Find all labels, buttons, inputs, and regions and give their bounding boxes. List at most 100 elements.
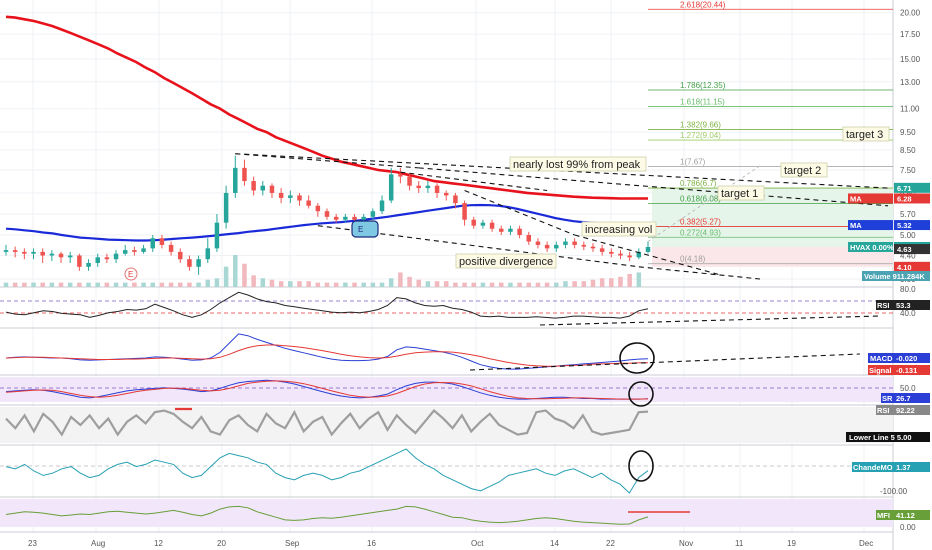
candle-body	[609, 251, 614, 254]
candle-body	[113, 253, 119, 260]
stoch-d-line	[5, 380, 649, 400]
volume-bar	[86, 282, 91, 287]
price-tick-label: 20.00	[900, 9, 921, 18]
indicator-tag-text: 41.12	[896, 511, 915, 520]
indicator-panes[interactable]	[0, 291, 893, 527]
volume-bar	[132, 282, 137, 287]
price-tick-label: 15.00	[900, 55, 921, 64]
candle-body	[581, 244, 587, 247]
indicator-tag-name	[868, 353, 894, 363]
volume-bar	[31, 282, 36, 287]
candle-body	[269, 185, 275, 193]
indicator-tag-text: 53.3	[896, 301, 911, 310]
price-tag-name-text: MA	[850, 221, 862, 230]
candle-body	[77, 255, 82, 267]
price-tag-text: 4.63	[897, 245, 912, 254]
candle-body	[544, 244, 550, 249]
volume-bar	[214, 278, 220, 287]
fib-level-label: 0.382(5.27)	[680, 218, 721, 227]
candle-body	[214, 222, 220, 249]
rsi2-band	[0, 407, 893, 443]
candle-body	[31, 251, 36, 254]
volume-bar	[636, 272, 642, 287]
annotation-box	[717, 185, 765, 201]
candle-body	[453, 195, 458, 204]
volume-bar	[627, 273, 632, 287]
candle-body	[58, 253, 64, 258]
volume-bar	[40, 282, 45, 287]
candle-body	[416, 185, 421, 189]
volume-bar	[480, 282, 486, 287]
annotation-box	[455, 253, 557, 269]
candle-body	[388, 174, 394, 201]
candle-body	[12, 250, 18, 252]
earnings-label: E	[128, 270, 133, 279]
time-axis[interactable]: 23 Aug 12 20 Sep 16 Oct 14 22 Nov 11 19 Dec	[28, 539, 873, 548]
volume-bar	[361, 282, 366, 287]
volume-bar	[609, 278, 614, 287]
candle-body	[471, 219, 476, 226]
indicator-tag-text: -0.020	[896, 354, 917, 363]
price-axis[interactable]: 20.00 17.50 15.00 13.00 11.00 9.50 8.50 7.50 6.5…	[846, 9, 930, 532]
candle-body	[443, 192, 449, 196]
candle-body	[324, 211, 330, 217]
candle-body	[278, 192, 284, 198]
candle-body	[526, 235, 532, 242]
volume-bar	[187, 282, 192, 287]
candle-body	[95, 257, 100, 263]
indicator-tag-name	[876, 300, 894, 310]
price-tag-text: 4.10	[897, 263, 912, 272]
price-tick-label: 9.50	[900, 128, 916, 137]
candle-body	[233, 167, 238, 193]
candle-body	[22, 251, 27, 254]
candle-body	[67, 255, 73, 258]
volume-bar	[453, 282, 458, 287]
candle-body	[361, 216, 366, 220]
volume-bar	[58, 282, 64, 287]
stoch-k-line	[5, 379, 649, 400]
price-tag-name	[848, 241, 893, 252]
indicator-tag-name-text: Signal	[869, 366, 892, 375]
candle-body	[251, 181, 256, 191]
candle-body	[122, 250, 128, 254]
indicator-tag-name	[876, 405, 894, 415]
time-tick-label: 16	[367, 539, 376, 548]
price-tag-name-text: HVAX 0.00%	[850, 243, 894, 252]
indicator-tag	[894, 353, 930, 363]
rsi-tick: 80.0	[900, 285, 916, 294]
volume-bar	[544, 282, 550, 287]
candle-body	[86, 262, 91, 267]
price-tag-name	[848, 220, 893, 231]
highlight-circle	[628, 450, 654, 482]
indicator-tag-name	[868, 365, 894, 375]
annotation-text: target 1	[721, 188, 758, 200]
candle-body	[398, 174, 403, 177]
fib-level-label: 1(7.67)	[680, 157, 706, 166]
price-tag-name	[848, 193, 893, 204]
candle-body	[168, 244, 174, 252]
volume-bar	[526, 282, 532, 287]
candle-body	[636, 251, 642, 258]
candle-body	[242, 167, 247, 182]
candle-body	[425, 185, 431, 189]
annotation-text: increasing vol	[585, 224, 652, 236]
indicator-tag-name	[881, 393, 894, 403]
macd-signal-line	[5, 344, 648, 367]
candle-body	[3, 250, 9, 252]
volume-tag-text: Volume 911.284K	[864, 272, 925, 281]
volume-bar	[462, 282, 467, 287]
price-pane[interactable]: 2.618(20.44) 1.786(12.35) 1.618(11.15) 1.38…	[3, 0, 893, 287]
volume-bar	[159, 282, 165, 287]
volume-bar	[434, 281, 440, 287]
time-tick-label: 11	[735, 539, 744, 548]
candle-body	[178, 251, 183, 260]
volume-bar	[168, 282, 174, 287]
volume-bar	[122, 282, 128, 287]
candle-body	[535, 241, 541, 245]
volume-bar	[141, 282, 146, 287]
candle-body	[205, 248, 211, 260]
price-tag	[894, 220, 930, 231]
stoch-tick: 50.0	[900, 384, 916, 393]
price-tag	[894, 193, 930, 204]
